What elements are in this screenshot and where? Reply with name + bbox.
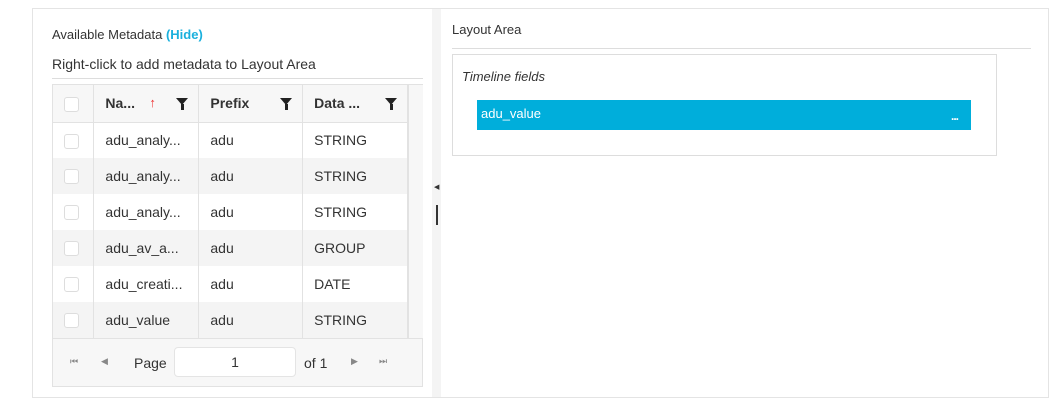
cell-data-type: STRING [302,158,408,194]
timeline-fields-box[interactable]: Timeline fields adu_value ... [452,54,997,156]
cell-prefix: adu [198,302,304,338]
cell-prefix: adu [198,230,304,266]
timeline-fields-title: Timeline fields [462,69,545,84]
row-checkbox[interactable] [53,266,95,302]
cell-prefix: adu [198,122,304,158]
table-row[interactable]: adu_av_a... adu GROUP [53,230,408,266]
cell-data-type: STRING [302,122,408,158]
cell-name: adu_creati... [93,266,200,302]
cell-name: adu_analy... [93,158,200,194]
hint-text: Right-click to add metadata to Layout Ar… [52,56,316,72]
page-input[interactable] [174,347,296,377]
row-checkbox[interactable] [53,194,95,230]
row-checkbox[interactable] [53,122,95,158]
table-row[interactable]: adu_value adu STRING [53,302,408,338]
layout-area-title: Layout Area [452,22,522,37]
hide-link[interactable]: (Hide) [165,27,203,42]
vertical-scrollbar[interactable] [408,85,423,338]
table-row[interactable]: adu_analy... adu STRING [53,158,408,194]
field-label: adu_value [481,106,541,121]
title-text: Available Metadata [52,27,163,42]
next-page-icon[interactable]: ▶ [351,356,358,366]
metadata-grid: Na... ↑ Prefix Data ... adu_analy... adu … [52,84,423,387]
more-options-icon[interactable]: ... [950,109,959,123]
cell-prefix: adu [198,266,304,302]
first-page-icon[interactable]: ⏮ [70,356,79,366]
drag-handle[interactable] [436,205,438,225]
layout-area-panel: Layout Area Timeline fields adu_value ..… [441,9,1048,397]
filter-icon[interactable] [385,98,397,110]
filter-icon[interactable] [280,98,293,110]
available-metadata-title: Available Metadata (Hide) [52,27,203,42]
filter-icon[interactable] [176,98,189,110]
row-checkbox[interactable] [53,230,95,266]
row-checkbox[interactable] [53,158,95,194]
column-header-name[interactable]: Na... ↑ [93,85,200,123]
pager: ⏮ ◀ Page of 1 ▶ ⏭ [53,338,422,386]
cell-name: adu_analy... [93,194,200,230]
cell-data-type: DATE [302,266,408,302]
cell-name: adu_av_a... [93,230,200,266]
column-label: Prefix [210,95,250,112]
last-page-icon[interactable]: ⏭ [379,356,388,366]
column-header-prefix[interactable]: Prefix [198,85,304,123]
cell-data-type: GROUP [302,230,408,266]
page-label: Page [134,355,167,371]
table-row[interactable]: adu_analy... adu STRING [53,122,408,158]
page-count: of 1 [304,355,328,371]
cell-data-type: STRING [302,302,408,338]
cell-prefix: adu [198,194,304,230]
column-label: Data ... [314,95,361,112]
panel-splitter[interactable]: ◀ [432,9,441,397]
sort-ascending-icon[interactable]: ↑ [149,95,156,110]
metadata-layout-panel: Available Metadata (Hide) Right-click to… [32,8,1049,398]
available-metadata-panel: Available Metadata (Hide) Right-click to… [33,9,432,397]
cell-data-type: STRING [302,194,408,230]
previous-page-icon[interactable]: ◀ [101,356,108,366]
cell-name: adu_value [93,302,200,338]
table-row[interactable]: adu_analy... adu STRING [53,194,408,230]
cell-prefix: adu [198,158,304,194]
select-all-checkbox[interactable] [53,85,95,123]
collapse-arrow-icon[interactable]: ◀ [434,184,440,191]
column-label: Na... [105,95,135,112]
timeline-field-adu-value[interactable]: adu_value ... [477,100,971,130]
table-row[interactable]: adu_creati... adu DATE [53,266,408,302]
cell-name: adu_analy... [93,122,200,158]
row-checkbox[interactable] [53,302,95,338]
column-header-data-type[interactable]: Data ... [302,85,408,123]
divider [452,48,1031,49]
divider [52,78,423,79]
